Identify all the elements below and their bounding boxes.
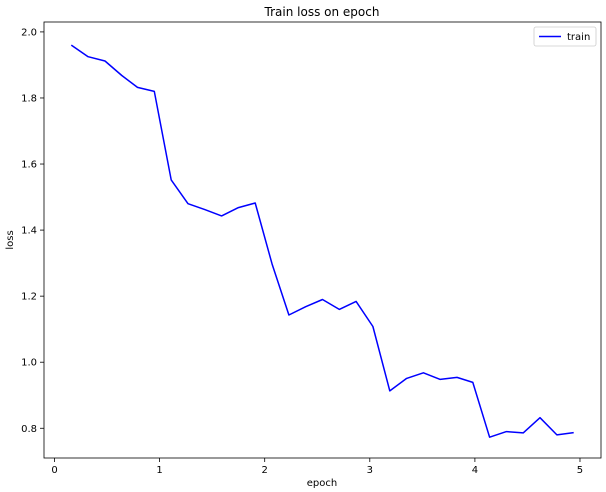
- y-axis-label: loss: [5, 230, 16, 249]
- legend: train: [533, 26, 597, 47]
- y-tick-label: 1.2: [21, 292, 37, 303]
- x-tick-label: 5: [577, 465, 583, 476]
- x-tick-label: 1: [156, 465, 162, 476]
- y-tick-label: 1.0: [21, 358, 37, 369]
- chart-title: Train loss on epoch: [264, 5, 380, 19]
- x-tick-label: 2: [262, 465, 268, 476]
- x-tick-label: 3: [367, 465, 373, 476]
- series-line-train: [70, 44, 574, 438]
- x-axis-ticks: 0 1 2 3 4 5: [51, 458, 583, 476]
- legend-label: train: [567, 32, 590, 43]
- y-axis-ticks: 0.8 1.0 1.2 1.4 1.6 1.8 2.0: [21, 27, 44, 435]
- y-tick-label: 1.4: [21, 226, 37, 237]
- x-tick-label: 4: [472, 465, 478, 476]
- y-tick-label: 1.8: [21, 93, 37, 104]
- plot-area: [43, 21, 602, 459]
- y-tick-label: 2.0: [21, 27, 37, 38]
- x-axis-label: epoch: [307, 478, 337, 489]
- x-tick-label: 0: [51, 465, 57, 476]
- legend-box: [533, 26, 597, 47]
- y-tick-label: 1.6: [21, 160, 37, 171]
- y-tick-label: 0.8: [21, 424, 37, 435]
- plot-frame: [43, 21, 602, 459]
